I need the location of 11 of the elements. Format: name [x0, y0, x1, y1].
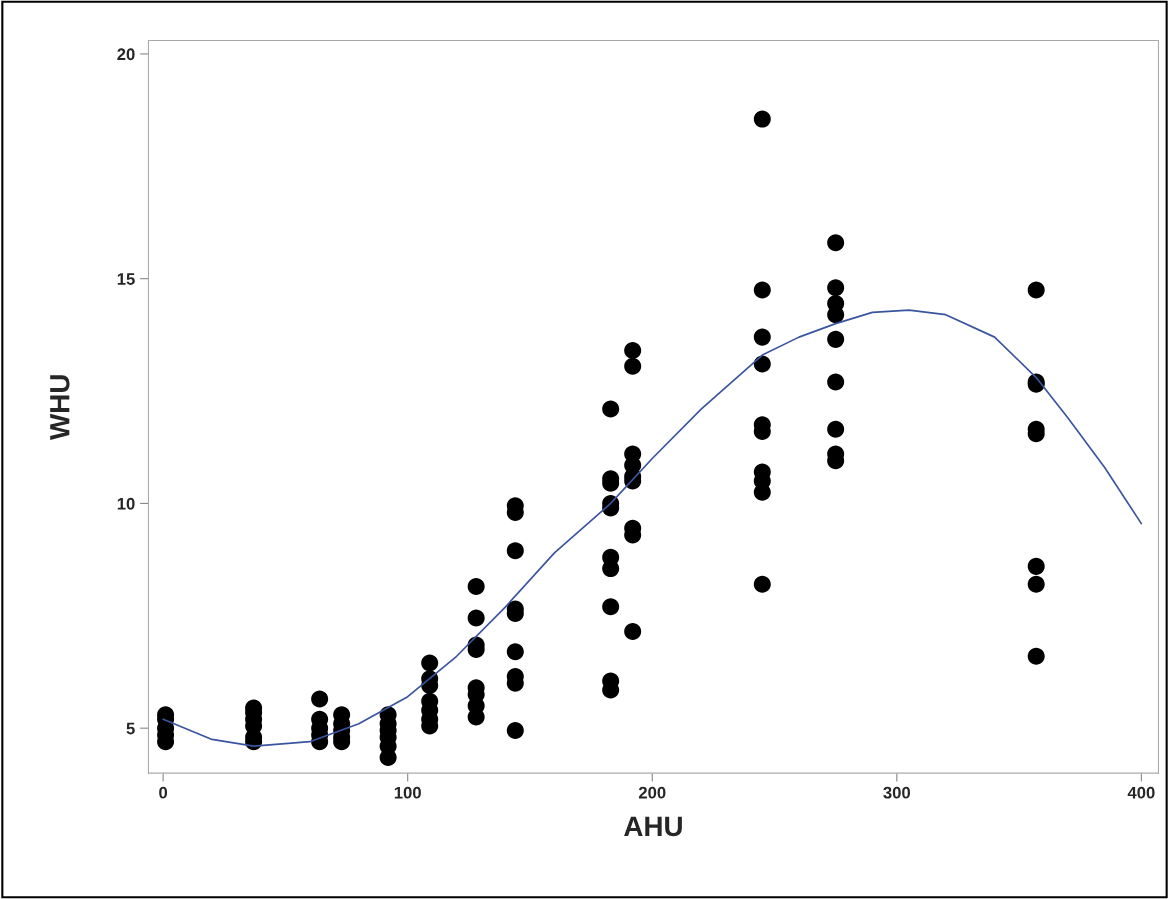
- x-tick-label: 400: [1127, 786, 1155, 799]
- x-tick-label: 200: [638, 786, 666, 799]
- x-tick-label: 0: [159, 786, 168, 799]
- y-tick-label: 20: [117, 48, 135, 61]
- y-axis-title: WHU: [50, 375, 70, 440]
- x-axis-title: AHU: [624, 816, 682, 837]
- y-tick-label: 5: [126, 722, 135, 735]
- x-tick-label: 300: [883, 786, 911, 799]
- y-tick-label: 10: [117, 497, 135, 510]
- x-tick-label: 100: [394, 786, 421, 799]
- y-tick-label: 15: [117, 273, 135, 285]
